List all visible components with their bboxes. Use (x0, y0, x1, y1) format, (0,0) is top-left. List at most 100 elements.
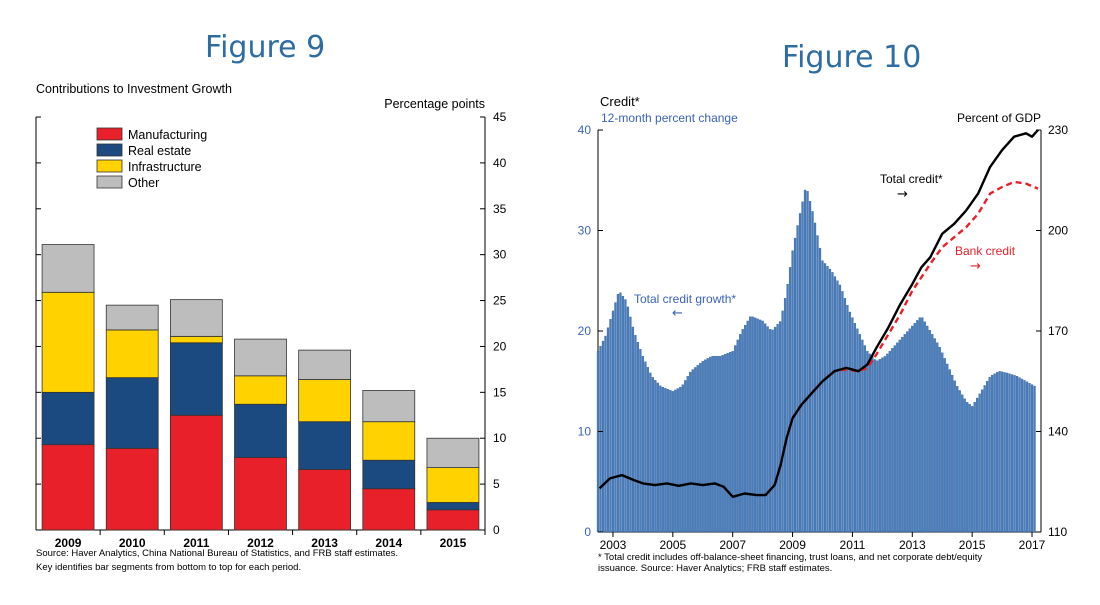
credit-growth-bar (841, 291, 844, 533)
figure-9-heading: Figure 9 (205, 30, 326, 65)
credit-growth-bar (823, 263, 827, 533)
credit-growth-bar (956, 386, 959, 533)
credit-growth-bar (1003, 372, 1006, 533)
bar-infrastructure-2010 (105, 329, 159, 379)
credit-growth-bar (971, 406, 974, 533)
credit-growth-bar (614, 302, 617, 533)
credit-growth-bar (943, 358, 946, 533)
credit-growth-bar (923, 321, 926, 533)
chart10-right-tick-label: 110 (1048, 525, 1067, 539)
bar-real-estate-2013 (298, 421, 352, 470)
credit-growth-bar (619, 292, 622, 533)
bar-other-2009 (41, 244, 95, 293)
chart10-right-tick-label: 230 (1048, 123, 1068, 137)
credit-growth-bar (958, 390, 961, 533)
credit-growth-bar (631, 326, 635, 533)
credit-growth-bar (671, 391, 674, 533)
credit-growth-bar (901, 336, 904, 533)
credit-growth-bar (761, 320, 764, 533)
total-credit-label: Total credit* (880, 172, 943, 186)
credit-growth-bar (928, 330, 931, 533)
credit-growth-bar (736, 339, 739, 533)
chart9-note: Key identifies bar segments from bottom … (36, 562, 301, 573)
credit-growth-bar (961, 394, 964, 533)
credit-growth-bar (669, 390, 672, 533)
credit-growth-bar (661, 386, 664, 533)
bar-real-estate-2009 (41, 391, 95, 446)
credit-growth-bar (798, 213, 802, 533)
chart10-footnote-1: * Total credit includes off-balance-shee… (598, 552, 982, 563)
credit-growth-bar (843, 298, 847, 533)
chart9-bars (41, 244, 480, 531)
credit-growth-bar (1013, 375, 1016, 533)
bar-infrastructure-2009 (41, 291, 95, 393)
chart9-x-tick-label: 2015 (440, 536, 467, 550)
credit-growth-bar (891, 348, 894, 533)
credit-growth-bar (686, 376, 689, 533)
credit-growth-bar (946, 363, 949, 533)
credit-growth-bar (649, 372, 652, 533)
credit-growth-bar (998, 371, 1001, 533)
credit-growth-bar (601, 340, 605, 533)
credit-growth-bar (1028, 383, 1031, 533)
credit-growth-bar (786, 283, 789, 533)
credit-growth-bar (985, 381, 989, 533)
legend-swatch-real-estate (96, 143, 123, 157)
chart10-x-tick-label: 2009 (779, 538, 806, 552)
credit-growth-bar (853, 323, 857, 533)
figure-10-heading: Figure 10 (782, 40, 922, 75)
credit-growth-bar (759, 319, 762, 533)
chart9-x-tick-label: 2012 (247, 536, 274, 550)
credit-growth-bar (913, 323, 916, 533)
chart9-source: Source: Haver Analytics, China National … (36, 548, 398, 559)
credit-growth-bar (714, 355, 717, 533)
credit-growth-bar (796, 225, 799, 533)
chart10-footnote-2: issuance. Source: Haver Analytics; FRB s… (598, 563, 832, 574)
credit-growth-bar (911, 325, 914, 533)
credit-growth-bar (883, 356, 886, 533)
bar-infrastructure-2013 (298, 379, 352, 423)
credit-growth-bar (908, 328, 911, 533)
bank-credit-arrow: → (970, 259, 981, 274)
credit-growth-bar (833, 276, 837, 533)
credit-growth-bar (766, 326, 769, 533)
credit-growth-bar (709, 356, 712, 533)
chart10-left-tick-label: 10 (578, 425, 592, 439)
credit-growth-bar (729, 351, 732, 533)
credit-growth-bar (719, 355, 722, 533)
legend-swatch-infrastructure (96, 159, 123, 173)
credit-growth-bar (1025, 381, 1029, 533)
credit-growth-bar (699, 363, 702, 533)
credit-growth-bar (711, 355, 714, 533)
credit-growth-bar (624, 299, 627, 533)
chart9-y-tick-label: 25 (493, 294, 507, 308)
credit-growth-bar (788, 267, 792, 533)
credit-growth-bar (734, 345, 737, 533)
chart10-left-tick-label: 30 (578, 224, 592, 238)
credit-growth-bar (696, 365, 699, 533)
credit-growth-bar (691, 369, 694, 533)
chart9-title: Contributions to Investment Growth (36, 82, 232, 96)
credit-growth-bar (666, 389, 669, 533)
chart9-y-tick-label: 20 (493, 339, 507, 353)
credit-growth-bar (808, 201, 812, 533)
credit-growth-bar (983, 385, 986, 533)
credit-growth-bar (816, 235, 819, 533)
credit-growth-bar (634, 335, 637, 533)
bar-real-estate-2012 (234, 403, 287, 458)
credit-growth-bar (831, 272, 834, 533)
credit-growth-bar (818, 247, 822, 533)
credit-growth-bar (931, 334, 934, 533)
credit-growth-bar (626, 306, 630, 533)
legend-label-real-estate: Real estate (128, 144, 191, 158)
chart10-x-tick-label: 2013 (899, 538, 926, 552)
chart9-x-tick-label: 2013 (311, 536, 338, 550)
credit-growth-bar (803, 189, 807, 533)
credit-growth-bar (801, 201, 804, 533)
chart10-x-tick-label: 2015 (959, 538, 986, 552)
credit-growth-bar (656, 382, 659, 533)
credit-growth-bar (639, 348, 642, 533)
credit-growth-bar (848, 311, 852, 533)
